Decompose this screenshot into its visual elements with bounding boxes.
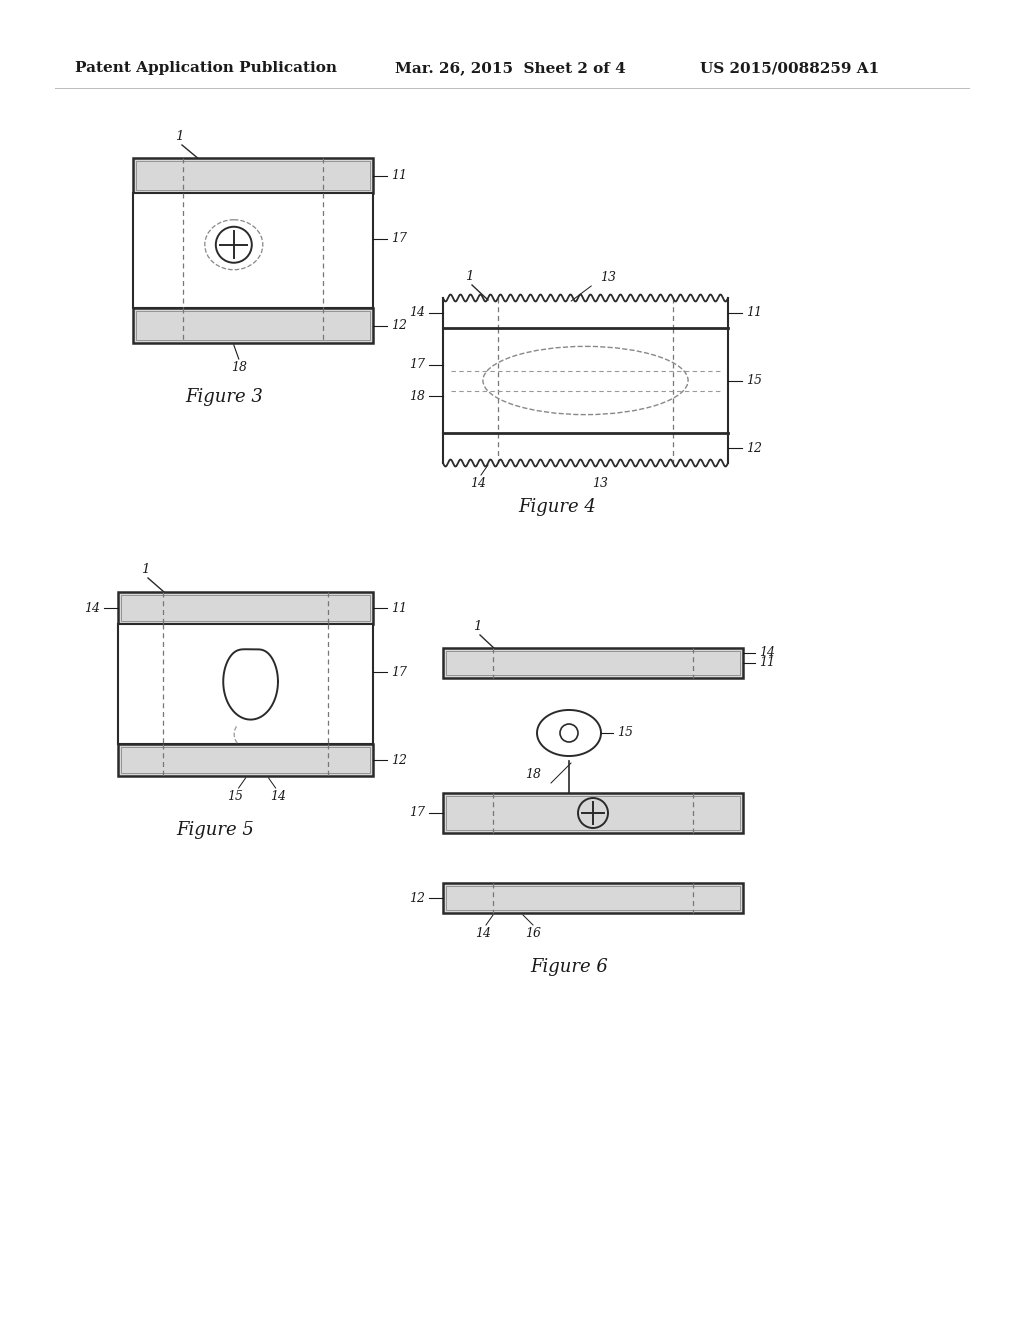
Text: Figure 5: Figure 5 (176, 821, 254, 840)
Bar (443, 883, 743, 913)
Bar (121, 747, 370, 774)
Text: US 2015/0088259 A1: US 2015/0088259 A1 (700, 61, 880, 75)
Text: 18: 18 (525, 768, 541, 781)
Text: 15: 15 (617, 726, 633, 739)
Text: 1: 1 (175, 129, 183, 143)
Bar (133, 193, 373, 308)
Bar (118, 591, 373, 624)
Text: 13: 13 (600, 271, 615, 284)
Bar (133, 308, 373, 343)
Text: Figure 4: Figure 4 (518, 498, 596, 516)
Circle shape (560, 723, 578, 742)
Text: 17: 17 (391, 232, 407, 246)
Text: 14: 14 (270, 789, 287, 803)
Text: 13: 13 (592, 477, 608, 490)
Text: 18: 18 (409, 389, 425, 403)
Text: 11: 11 (759, 656, 775, 669)
Text: 14: 14 (759, 645, 775, 659)
Text: 12: 12 (746, 441, 762, 454)
Text: 1: 1 (473, 620, 481, 634)
Text: 18: 18 (230, 360, 247, 374)
Bar (446, 886, 740, 909)
Text: 17: 17 (409, 807, 425, 820)
Text: 14: 14 (84, 602, 100, 615)
Bar (118, 744, 373, 776)
Bar (446, 651, 740, 675)
Text: Patent Application Publication: Patent Application Publication (75, 61, 337, 75)
Text: 12: 12 (391, 754, 407, 767)
Text: 14: 14 (475, 927, 490, 940)
Text: 16: 16 (525, 927, 541, 940)
Bar (443, 648, 743, 678)
Text: 17: 17 (409, 358, 425, 371)
Text: 12: 12 (391, 319, 407, 333)
Text: Figure 6: Figure 6 (530, 958, 608, 975)
Text: Mar. 26, 2015  Sheet 2 of 4: Mar. 26, 2015 Sheet 2 of 4 (395, 61, 626, 75)
Text: Figure 3: Figure 3 (185, 388, 263, 407)
Text: 14: 14 (409, 306, 425, 319)
Text: 11: 11 (746, 306, 762, 319)
Bar (443, 793, 743, 833)
Text: 11: 11 (391, 169, 407, 182)
Text: 11: 11 (391, 602, 407, 615)
Text: 1: 1 (141, 564, 150, 576)
Bar (118, 624, 373, 744)
Bar (446, 796, 740, 830)
Text: 15: 15 (227, 789, 244, 803)
Text: 1: 1 (465, 271, 473, 282)
Bar (136, 161, 370, 190)
Text: 12: 12 (409, 891, 425, 904)
Text: 15: 15 (746, 374, 762, 387)
Text: 17: 17 (391, 665, 407, 678)
Bar (133, 158, 373, 193)
Text: 14: 14 (470, 477, 486, 490)
Bar (121, 595, 370, 620)
Bar (136, 312, 370, 341)
